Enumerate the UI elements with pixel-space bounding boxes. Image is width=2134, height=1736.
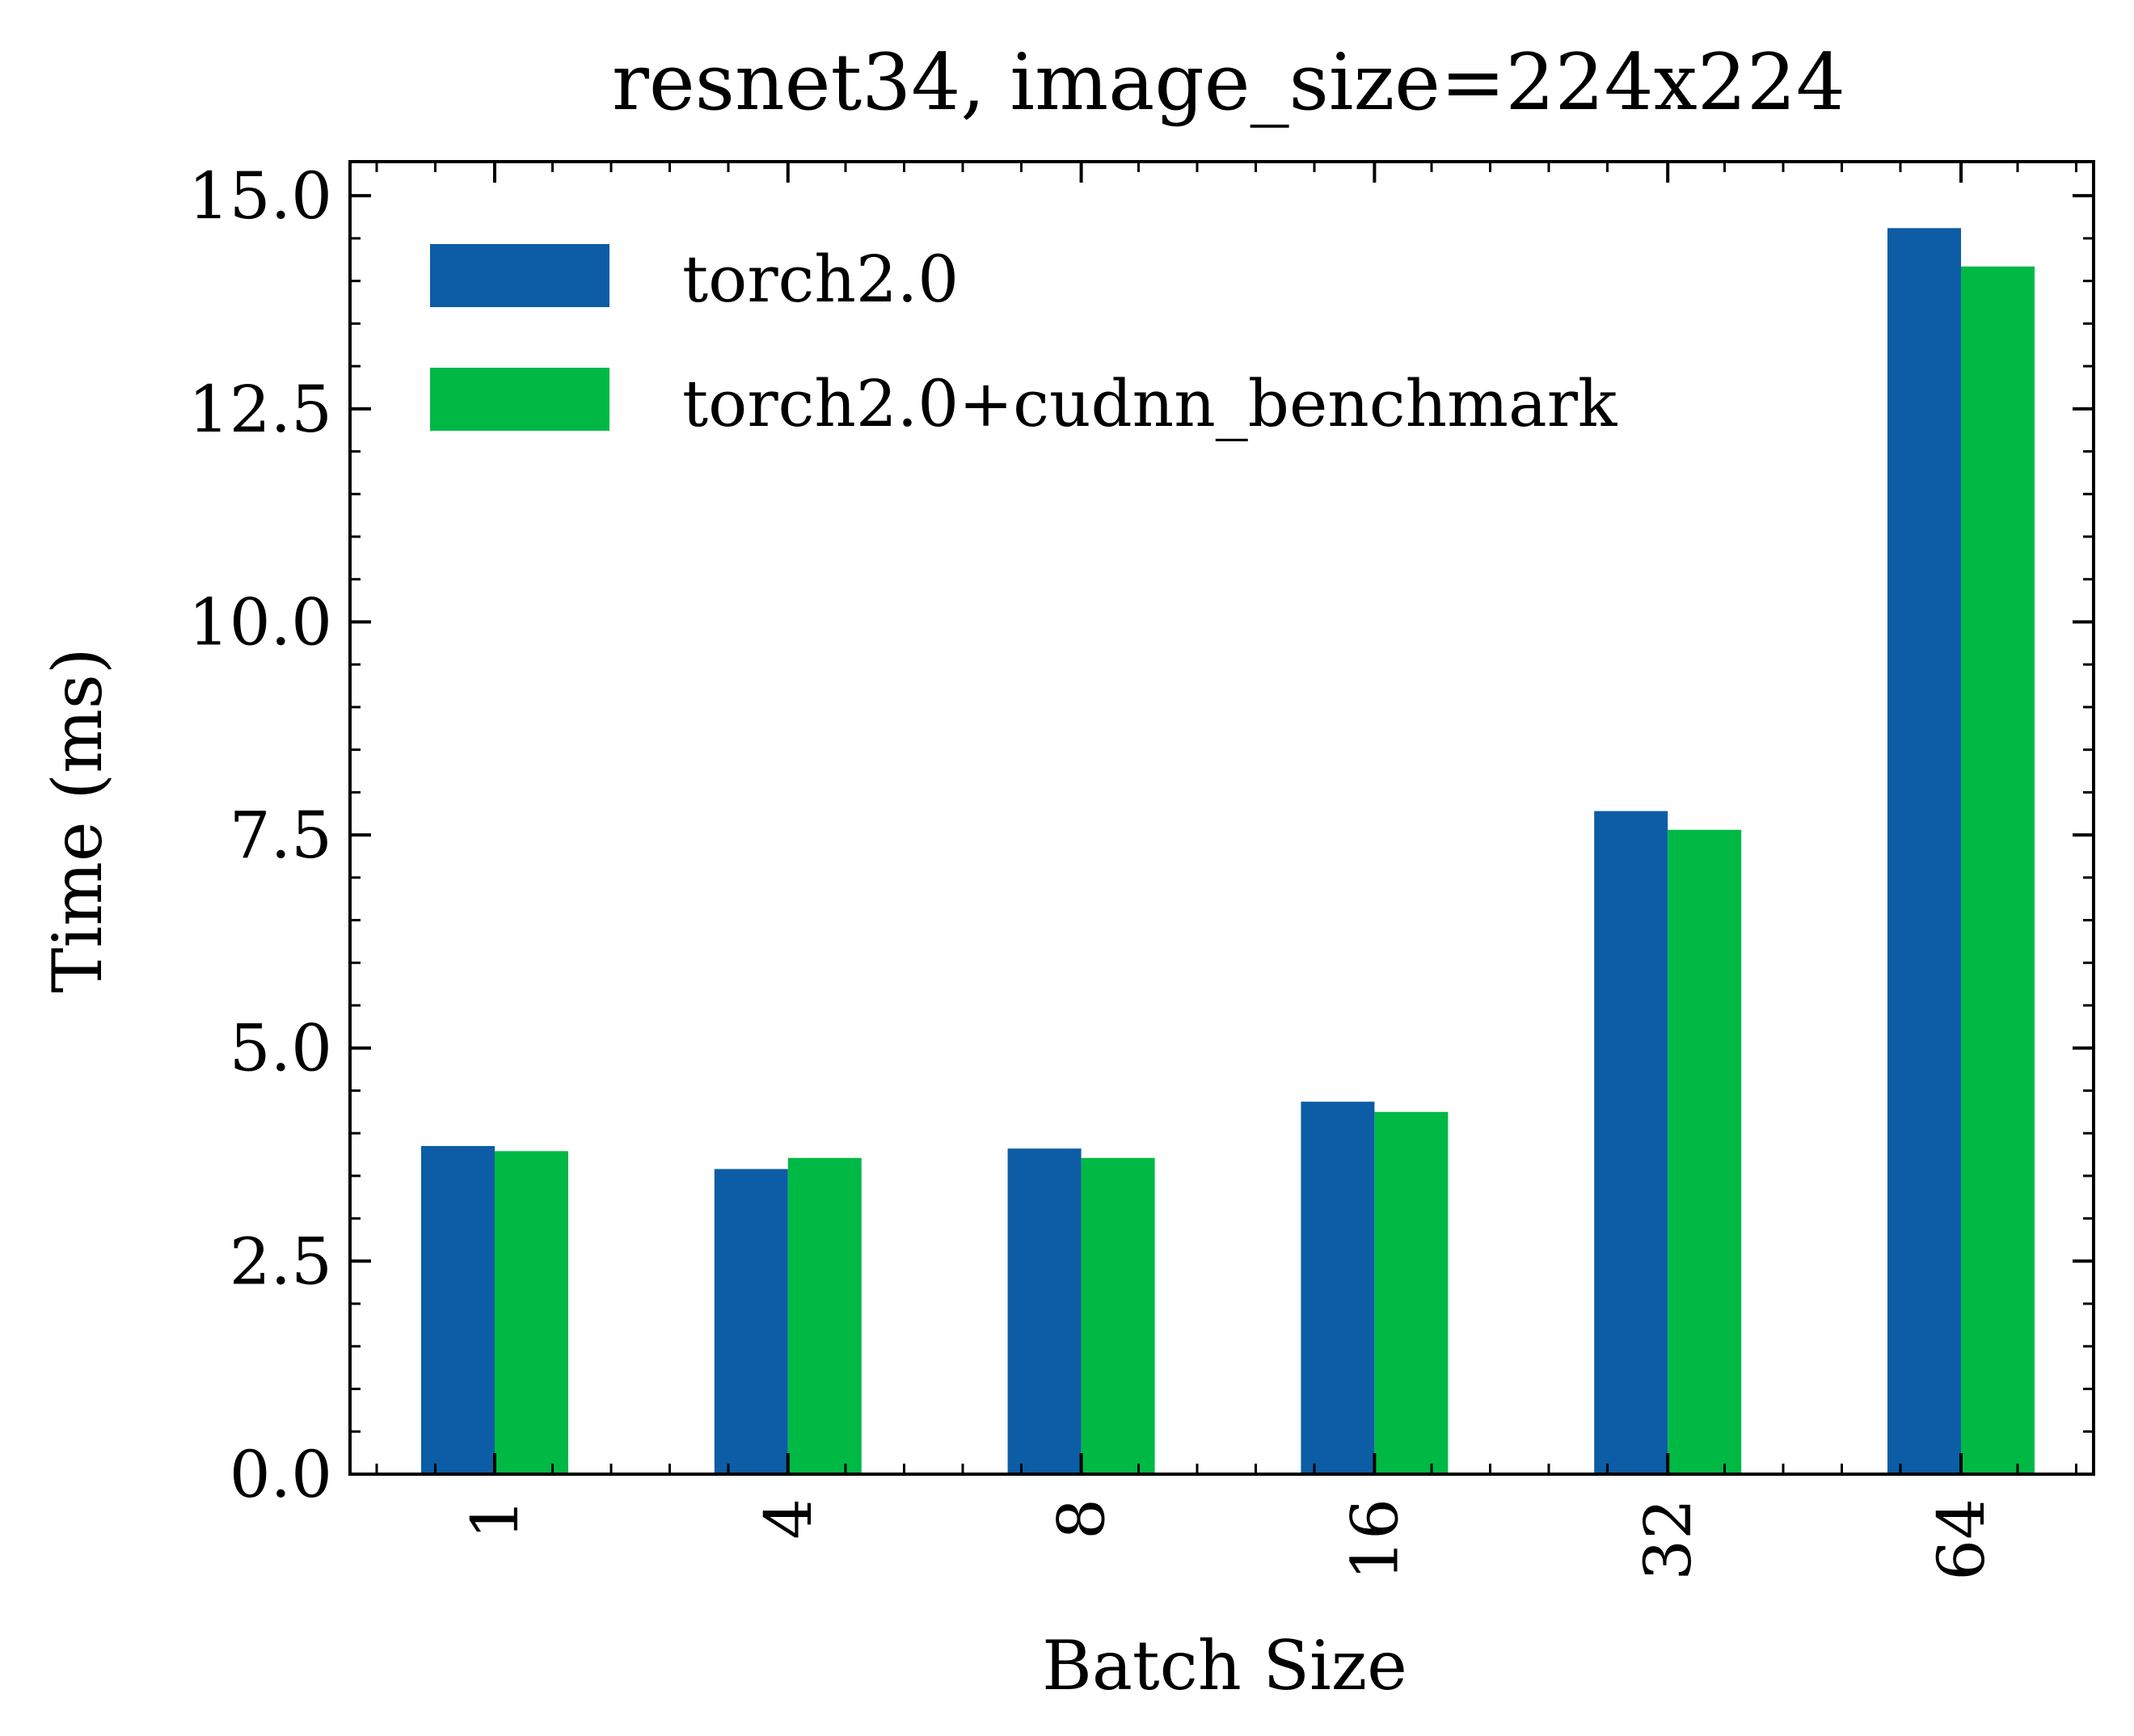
y-tick-label: 12.5 bbox=[188, 372, 332, 447]
x-tick-label: 64 bbox=[1924, 1498, 1999, 1581]
bar-torch2-16 bbox=[1301, 1102, 1375, 1474]
bar-torch2-4 bbox=[714, 1169, 788, 1474]
bar-cudnn-16 bbox=[1374, 1111, 1449, 1474]
legend-label-cudnn: torch2.0+cudnn_benchmark bbox=[682, 366, 1618, 441]
y-tick-label: 7.5 bbox=[230, 798, 332, 873]
bar-torch2-8 bbox=[1007, 1148, 1082, 1474]
x-tick-label: 32 bbox=[1630, 1498, 1706, 1581]
bars-group bbox=[421, 228, 2035, 1475]
legend-swatch-torch2 bbox=[430, 244, 609, 307]
y-tick-label: 15.0 bbox=[188, 158, 332, 234]
legend: torch2.0 torch2.0+cudnn_benchmark bbox=[430, 242, 1618, 441]
bar-cudnn-8 bbox=[1081, 1157, 1155, 1474]
y-tick-label: 2.5 bbox=[230, 1224, 332, 1299]
bar-cudnn-64 bbox=[1961, 266, 2035, 1474]
y-tick-label: 5.0 bbox=[230, 1011, 332, 1086]
x-tick-label: 8 bbox=[1044, 1498, 1120, 1540]
x-tick-label: 16 bbox=[1337, 1498, 1412, 1581]
bar-cudnn-32 bbox=[1668, 829, 1742, 1474]
y-axis-label: Time (ms) bbox=[38, 647, 117, 992]
x-axis-label: Batch Size bbox=[1042, 1626, 1407, 1705]
bar-torch2-64 bbox=[1887, 228, 1961, 1475]
y-tick-label: 10.0 bbox=[188, 584, 332, 659]
bar-cudnn-4 bbox=[787, 1157, 862, 1474]
legend-label-torch2: torch2.0 bbox=[682, 242, 959, 317]
x-tick-label: 1 bbox=[458, 1498, 533, 1540]
chart-title: resnet34, image_size=224x224 bbox=[612, 37, 1845, 128]
plot-frame bbox=[348, 160, 2095, 1476]
bar-torch2-32 bbox=[1594, 811, 1668, 1474]
ticks-group: 0.0 2.5 5.0 7.5 10.0 12.5 15.0 1 4 8 16 32 64 bbox=[188, 158, 2094, 1581]
x-tick-label: 4 bbox=[751, 1498, 826, 1540]
bar-torch2-1 bbox=[421, 1146, 495, 1474]
legend-swatch-cudnn bbox=[430, 368, 609, 431]
y-tick-label: 0.0 bbox=[230, 1437, 332, 1512]
bar-cudnn-1 bbox=[495, 1151, 568, 1474]
